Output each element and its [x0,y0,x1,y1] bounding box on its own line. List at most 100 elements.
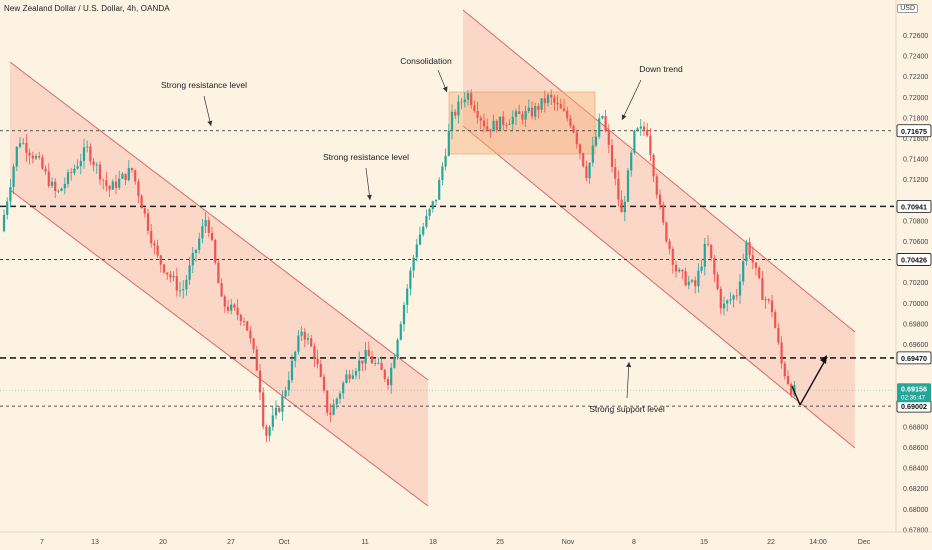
candle-body [428,209,431,216]
time-tick-label: Nov [562,539,575,546]
time-tick-label: Oct [279,539,290,546]
time-tick-label: 27 [227,539,235,546]
candle-body [82,147,86,161]
candle-body [598,118,601,137]
price-tick-label: 0.69800 [903,321,928,328]
chart-title: New Zealand Dollar / U.S. Dollar, 4h, OA… [4,4,170,13]
candle-body [553,97,556,103]
candle-body [402,304,406,325]
candle-body [2,214,6,232]
price-axis[interactable] [896,0,932,550]
level-price-badge[interactable] [896,199,932,213]
candle-body [342,382,345,394]
level-price-badge[interactable] [896,253,932,266]
bar-countdown: 02:36:47 [901,395,926,402]
projection-arrow-down[interactable] [791,385,801,406]
candle-body [422,226,425,235]
projection-arrow-up[interactable] [799,356,828,406]
candle-body [668,241,671,249]
candle-body [361,360,364,364]
candle-body [335,398,338,405]
candle-body [591,145,594,163]
candle-body [354,371,358,376]
time-tick-label: 15 [700,539,708,546]
annotation-label[interactable]: Strong resistance level [323,152,409,162]
level-price-text: 0.70941 [901,202,927,211]
level-price-badge[interactable] [896,124,932,138]
candle-body [764,299,767,301]
candle-body [140,195,143,209]
candle-body [114,181,118,188]
candle-body [34,156,38,159]
candle-body [255,349,258,371]
channel-2-lower-edge[interactable] [462,125,856,449]
price-tick-label: 0.68400 [903,466,928,473]
candle-body [66,172,70,184]
candle-body [374,363,377,364]
level-price-text: 0.69470 [901,354,927,363]
candle-body [207,220,210,233]
candle-body [527,107,530,112]
candle-body [418,234,422,245]
candle-body [684,271,687,286]
candle-body [431,201,434,210]
candle-body [758,267,761,279]
channel-1-lower-edge[interactable] [9,189,429,507]
candle-body [633,130,636,153]
candle-body [364,349,367,364]
candle-body [489,129,492,132]
candle-body [502,116,505,125]
time-tick-label: Dec [858,539,871,546]
price-tick-label: 0.68600 [903,445,928,452]
price-tick-label: 0.72400 [903,54,928,61]
candle-body [204,220,207,227]
candle-body [47,171,50,186]
candle-body [246,321,249,331]
time-tick-label: 14:00 [809,539,827,546]
channel-1-upper-edge[interactable] [9,61,429,381]
candle-body [377,362,380,364]
candle-body [534,105,537,117]
price-tick-label: 0.72200 [903,74,928,81]
time-tick-label: 8 [632,539,636,546]
candle-body [399,324,402,340]
candle-body [572,125,575,133]
time-tick-label: 25 [496,539,504,546]
candle-body [92,161,95,166]
annotation-label[interactable]: Consolidation [400,56,452,66]
candle-body [434,199,438,202]
candle-body [783,363,786,377]
level-price-text: 0.71675 [901,127,927,136]
candle-body [191,252,194,266]
current-price-badge[interactable] [897,383,931,403]
annotation-label[interactable]: Strong resistance level [161,80,247,90]
price-tick-label: 0.72000 [903,95,928,102]
candle-body [786,376,790,385]
candle-body [559,104,562,109]
channel-2-upper-edge[interactable] [462,9,856,333]
price-tick-label: 0.67800 [903,527,928,534]
candle-body [454,111,457,116]
candle-body [383,369,386,380]
candle-body [153,243,156,246]
candle-body [524,111,527,120]
candle-body [521,113,524,120]
candle-body [294,351,297,361]
annotation-label[interactable]: Down trend [639,64,683,74]
candle-body [425,215,428,227]
annotation-label[interactable]: Strong support level [589,404,665,414]
candle-body [630,152,633,171]
candle-body [742,261,745,282]
price-tick-label: 0.71400 [903,157,928,164]
currency-badge[interactable]: USD [897,4,918,13]
level-price-badge[interactable] [896,351,932,365]
annotation-arrowhead [207,120,213,126]
candle-body [239,314,242,322]
candle-body [594,136,598,146]
candle-body [351,375,354,379]
candle-body [124,173,127,181]
candle-body [185,279,188,290]
annotation-arrowhead [442,86,448,92]
annotation-pointer [621,79,642,121]
